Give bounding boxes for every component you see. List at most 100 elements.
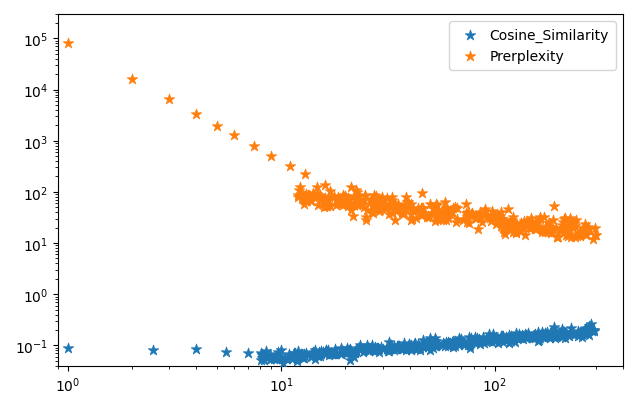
Cosine_Similarity xyxy=(556,334,567,340)
Cosine_Similarity xyxy=(528,335,538,342)
Prerplexity xyxy=(350,202,360,209)
Cosine_Similarity xyxy=(350,348,360,355)
Prerplexity xyxy=(570,223,581,230)
Prerplexity xyxy=(463,209,473,216)
Cosine_Similarity xyxy=(528,333,538,340)
Cosine_Similarity xyxy=(362,342,372,349)
Cosine_Similarity xyxy=(501,334,511,340)
Prerplexity xyxy=(416,210,426,217)
Cosine_Similarity xyxy=(335,350,345,357)
Cosine_Similarity xyxy=(545,335,555,342)
Prerplexity xyxy=(539,229,549,236)
Cosine_Similarity xyxy=(374,346,384,353)
Prerplexity xyxy=(348,202,359,209)
Cosine_Similarity xyxy=(329,351,339,357)
Prerplexity xyxy=(463,219,473,225)
Prerplexity xyxy=(397,209,407,216)
Cosine_Similarity xyxy=(561,330,572,337)
Prerplexity xyxy=(508,226,518,232)
Prerplexity xyxy=(441,212,452,219)
Prerplexity xyxy=(343,195,353,202)
Cosine_Similarity xyxy=(475,340,485,347)
Cosine_Similarity xyxy=(540,330,550,337)
Cosine_Similarity xyxy=(580,326,590,333)
Prerplexity xyxy=(448,205,458,212)
Cosine_Similarity xyxy=(480,338,491,345)
Cosine_Similarity xyxy=(508,336,518,342)
Cosine_Similarity xyxy=(373,346,383,353)
Prerplexity xyxy=(296,191,306,198)
Cosine_Similarity xyxy=(470,338,480,344)
Cosine_Similarity xyxy=(343,348,353,354)
Cosine_Similarity xyxy=(280,355,290,361)
Prerplexity xyxy=(507,219,517,225)
Cosine_Similarity xyxy=(584,332,594,339)
Cosine_Similarity xyxy=(384,339,394,346)
Prerplexity xyxy=(547,218,558,224)
Cosine_Similarity xyxy=(417,337,427,344)
Cosine_Similarity xyxy=(345,346,355,352)
Cosine_Similarity xyxy=(347,351,357,357)
Cosine_Similarity xyxy=(429,342,440,349)
Prerplexity xyxy=(431,202,441,208)
Prerplexity xyxy=(517,224,528,231)
Prerplexity xyxy=(496,219,507,226)
Cosine_Similarity xyxy=(544,334,554,341)
Cosine_Similarity xyxy=(533,328,543,335)
Cosine_Similarity xyxy=(582,330,592,336)
Prerplexity xyxy=(475,215,485,221)
Cosine_Similarity xyxy=(259,357,269,364)
Prerplexity xyxy=(533,223,543,230)
Cosine_Similarity xyxy=(546,330,556,336)
Cosine_Similarity xyxy=(517,335,528,342)
Prerplexity xyxy=(339,193,350,200)
Prerplexity xyxy=(541,224,551,230)
Cosine_Similarity xyxy=(345,357,355,364)
Cosine_Similarity xyxy=(339,350,350,357)
Prerplexity xyxy=(447,209,457,216)
Prerplexity xyxy=(466,210,477,216)
Cosine_Similarity xyxy=(464,339,475,346)
Prerplexity xyxy=(461,201,471,207)
Cosine_Similarity xyxy=(387,346,397,353)
Cosine_Similarity xyxy=(538,334,549,340)
Cosine_Similarity xyxy=(580,328,590,335)
Prerplexity xyxy=(495,213,505,220)
Cosine_Similarity xyxy=(373,348,383,355)
Cosine_Similarity xyxy=(308,349,318,356)
Prerplexity xyxy=(403,199,413,206)
Prerplexity xyxy=(511,230,521,237)
Cosine_Similarity xyxy=(521,335,531,342)
Prerplexity xyxy=(510,223,521,229)
Prerplexity xyxy=(473,215,483,221)
Prerplexity xyxy=(416,212,426,218)
Cosine_Similarity xyxy=(364,347,375,353)
Prerplexity xyxy=(350,195,360,202)
Prerplexity xyxy=(566,234,576,240)
Cosine_Similarity xyxy=(316,351,327,357)
Prerplexity xyxy=(523,221,533,228)
Cosine_Similarity xyxy=(359,347,369,353)
Prerplexity xyxy=(302,198,312,204)
Cosine_Similarity xyxy=(430,335,440,342)
Cosine_Similarity xyxy=(466,335,476,341)
Cosine_Similarity xyxy=(320,349,330,355)
Legend: Cosine_Similarity, Prerplexity: Cosine_Similarity, Prerplexity xyxy=(449,22,616,71)
Prerplexity xyxy=(362,208,372,214)
Prerplexity xyxy=(442,209,452,216)
Cosine_Similarity xyxy=(501,336,512,343)
Prerplexity xyxy=(558,225,568,231)
Cosine_Similarity xyxy=(191,346,201,352)
Cosine_Similarity xyxy=(266,356,276,362)
Prerplexity xyxy=(538,214,549,220)
Cosine_Similarity xyxy=(507,333,517,339)
Cosine_Similarity xyxy=(367,342,377,349)
Cosine_Similarity xyxy=(535,335,545,342)
Prerplexity xyxy=(544,220,554,227)
Cosine_Similarity xyxy=(355,342,365,348)
Cosine_Similarity xyxy=(320,350,330,357)
Cosine_Similarity xyxy=(583,327,593,334)
Cosine_Similarity xyxy=(396,346,406,352)
Prerplexity xyxy=(376,202,387,209)
Prerplexity xyxy=(523,221,533,227)
